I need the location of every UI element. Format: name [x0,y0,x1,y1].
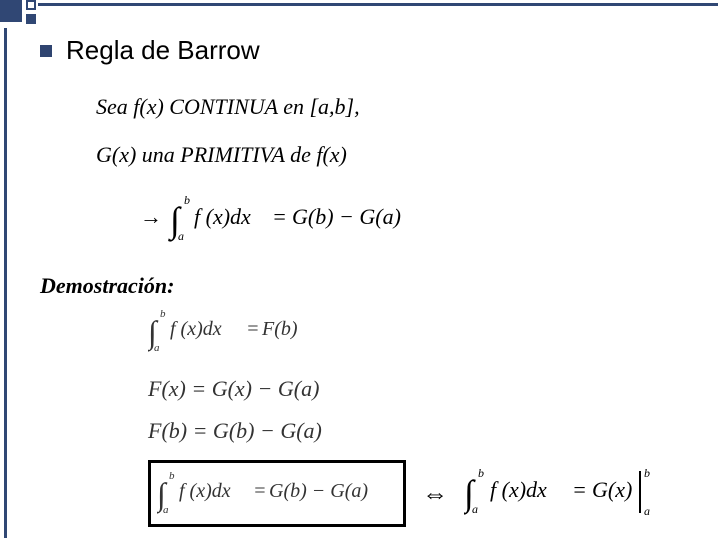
svg-text:=: = [572,477,587,502]
hypothesis-1: Sea f(x) CONTINUA en [a,b], [96,94,700,120]
svg-text:a: a [472,502,478,516]
svg-text:b: b [160,308,166,320]
deco-square-large [0,0,22,22]
svg-text:b: b [644,466,650,480]
demo-label: Demostración: [40,273,700,299]
boxed-result: ∫ b a f (x)dx = G(b) − G(a) [148,460,406,527]
main-formula-svg: → ∫ b a f (x)dx = G(b) − G(a) [140,190,500,244]
integrand: f (x)dx [194,204,251,229]
deco-line-left [4,28,7,538]
svg-text:b: b [169,470,175,482]
svg-text:f (x)dx: f (x)dx [170,318,222,340]
bullet-icon [40,45,52,57]
svg-text:b: b [478,466,484,480]
svg-text:=: = [253,480,267,502]
svg-text:G(b) − G(a): G(b) − G(a) [269,480,368,502]
arrow-icon: → [140,204,162,229]
deco-square-outline [26,0,36,10]
svg-text:F(b): F(b) [261,318,298,340]
rhs-eval: ∫ b a f (x)dx = G(x) b a [464,463,720,524]
proof-line-1: ∫ b a f (x)dx = F(b) [148,305,700,360]
main-formula: → ∫ b a f (x)dx = G(b) − G(a) [140,190,700,249]
svg-text:f (x)dx: f (x)dx [179,480,231,502]
svg-text:a: a [154,342,160,354]
lower-limit: a [178,229,184,243]
proof-line-3: F(b) = G(b) − G(a) [148,418,700,444]
svg-text:G(x): G(x) [592,477,632,502]
proof-block: ∫ b a f (x)dx = F(b) F(x) = G(x) − G(a) … [148,305,700,527]
rhs: G(b) − G(a) [292,204,401,229]
final-row: ∫ b a f (x)dx = G(b) − G(a) ⇔ ∫ b a f (x… [148,460,700,527]
svg-text:f (x)dx: f (x)dx [490,477,547,502]
slide-title: Regla de Barrow [66,35,260,66]
iff-icon: ⇔ [422,479,448,509]
proof-line-2: F(x) = G(x) − G(a) [148,376,700,402]
upper-limit: b [184,193,190,207]
svg-text:a: a [644,504,650,518]
slide-content: Regla de Barrow Sea f(x) CONTINUA en [a,… [40,35,700,527]
title-row: Regla de Barrow [40,35,700,66]
deco-square-small [26,14,36,24]
svg-text:=: = [272,204,287,229]
slide-corner-decoration [0,0,68,40]
deco-line-top [38,3,718,6]
svg-text:=: = [246,318,260,340]
svg-text:a: a [163,504,169,515]
hypothesis-2: G(x) una PRIMITIVA de f(x) [96,142,700,168]
